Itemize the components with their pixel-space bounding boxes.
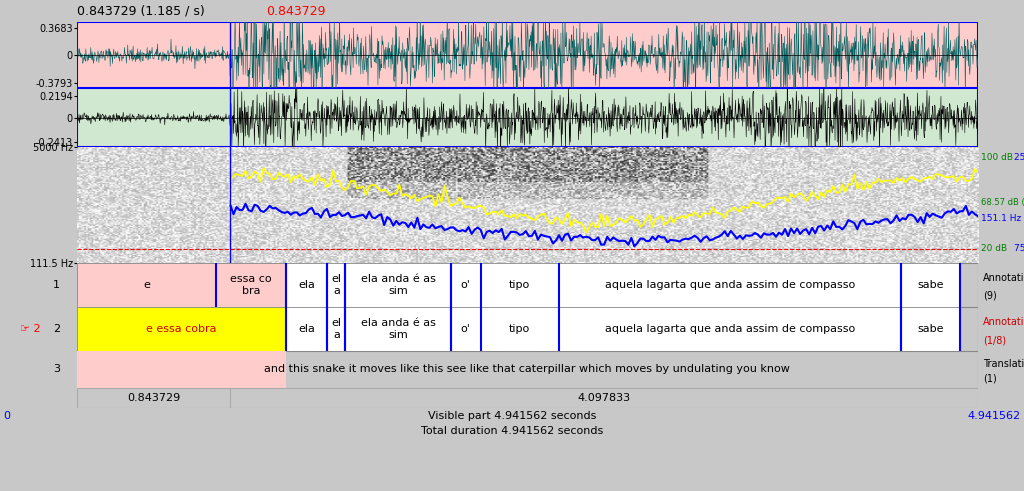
Text: 4.941562: 4.941562	[968, 411, 1021, 421]
Bar	[77, 351, 286, 388]
Text: el
a: el a	[332, 274, 341, 296]
Text: 3: 3	[53, 364, 59, 375]
Text: 1: 1	[53, 280, 59, 290]
Text: and this snake it moves like this see like that caterpillar which moves by undul: and this snake it moves like this see li…	[264, 364, 791, 375]
Text: 100 dB: 100 dB	[981, 153, 1013, 162]
Text: 151.1 Hz: 151.1 Hz	[981, 215, 1021, 223]
Text: Visible part 4.941562 seconds: Visible part 4.941562 seconds	[428, 411, 596, 421]
Bar	[345, 307, 451, 351]
Text: o': o'	[461, 324, 471, 334]
Text: aquela lagarta que anda assim de compasso: aquela lagarta que anda assim de compass…	[605, 324, 855, 334]
Text: Translation: Translation	[983, 359, 1024, 369]
Text: 0: 0	[3, 411, 10, 421]
Text: aquela lagarta que anda assim de compasso: aquela lagarta que anda assim de compass…	[605, 280, 855, 290]
Bar	[77, 307, 286, 351]
Text: el
a: el a	[332, 318, 341, 340]
Text: (1/8): (1/8)	[983, 335, 1007, 345]
Bar	[286, 263, 328, 307]
Text: ☞ 2: ☞ 2	[20, 324, 41, 334]
Text: (9): (9)	[983, 291, 996, 301]
Text: 75 Hz: 75 Hz	[1014, 244, 1024, 253]
Text: e essa cobra: e essa cobra	[146, 324, 217, 334]
Bar	[559, 307, 901, 351]
Bar	[216, 263, 286, 307]
Text: Total duration 4.941562 seconds: Total duration 4.941562 seconds	[421, 426, 603, 436]
Text: 20 dB: 20 dB	[981, 244, 1008, 253]
Bar	[328, 263, 345, 307]
Text: sabe: sabe	[918, 280, 944, 290]
Text: 0.843729 (1.185 / s): 0.843729 (1.185 / s)	[77, 4, 205, 18]
Text: Annotationʙ: Annotationʙ	[983, 317, 1024, 327]
Text: tipo: tipo	[509, 324, 530, 334]
Text: (1): (1)	[983, 374, 996, 383]
Bar	[328, 307, 345, 351]
Text: ela: ela	[298, 324, 315, 334]
Bar	[451, 263, 480, 307]
Text: ela anda é as
sim: ela anda é as sim	[360, 274, 435, 296]
Text: ela anda é as
sim: ela anda é as sim	[360, 318, 435, 340]
Bar	[286, 307, 328, 351]
Text: essa co
bra: essa co bra	[230, 274, 272, 296]
Text: 250 Hz: 250 Hz	[1014, 153, 1024, 162]
Text: o': o'	[461, 280, 471, 290]
Text: ela: ela	[298, 280, 315, 290]
Text: tipo: tipo	[509, 280, 530, 290]
Bar	[451, 307, 480, 351]
Text: Annotationₐ: Annotationₐ	[983, 273, 1024, 283]
Text: 68.57 dB (uE): 68.57 dB (uE)	[981, 198, 1024, 207]
Bar	[77, 263, 216, 307]
Text: 4.097833: 4.097833	[578, 393, 631, 403]
Bar	[901, 307, 959, 351]
Text: e: e	[143, 280, 151, 290]
Bar	[480, 307, 559, 351]
Bar	[559, 263, 901, 307]
Text: 2: 2	[53, 324, 59, 334]
Bar	[901, 263, 959, 307]
Text: sabe: sabe	[918, 324, 944, 334]
Bar	[345, 263, 451, 307]
Text: 0.843729: 0.843729	[266, 4, 326, 18]
Bar	[480, 263, 559, 307]
Text: 0.843729: 0.843729	[127, 393, 180, 403]
